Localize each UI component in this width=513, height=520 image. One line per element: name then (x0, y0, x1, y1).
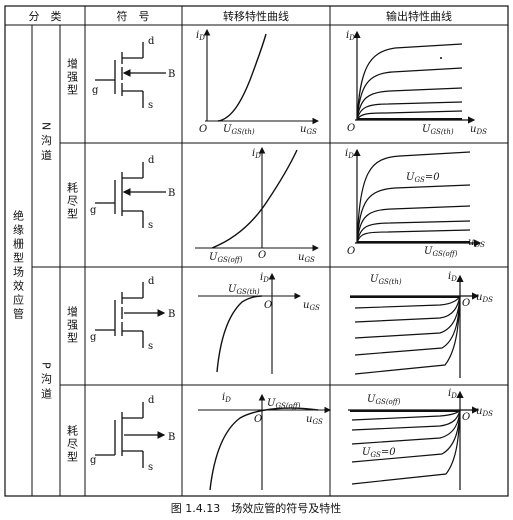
table-header: 分 类 符 号 转移特性曲线 输出特性曲线 (29, 9, 453, 23)
terminal-b: B (168, 69, 175, 80)
terminal-d: d (148, 36, 155, 47)
terminal-g: g (92, 85, 99, 96)
transfer-curve-n-enh (217, 33, 267, 122)
ugs-off-label: UGS(off) (424, 246, 458, 258)
axis-ugs: uGS (300, 124, 317, 136)
origin-label: O (199, 124, 207, 135)
axis-ugs: uGS (306, 414, 323, 426)
transfer-curve-p-dep (209, 407, 319, 491)
axis-id: iD (260, 272, 269, 284)
ugs-th-label: UGS(th) (370, 274, 402, 286)
terminal-b: B (168, 188, 175, 199)
terminal-b: B (168, 432, 175, 443)
ugs-th-label: UGS(th) (422, 124, 454, 136)
terminal-d: d (148, 276, 155, 287)
axis-ugs: uGS (303, 300, 320, 312)
axis-id: iD (252, 148, 261, 160)
figure-caption: 图 1.4.13 场效应管的符号及特性 (171, 501, 341, 515)
terminal-s: s (148, 100, 153, 111)
axis-uds: uDS (470, 124, 487, 136)
symbol-n-depletion (95, 162, 166, 228)
stray-dot (440, 57, 442, 59)
origin-label: O (264, 300, 272, 311)
origin-label: O (462, 298, 470, 309)
transfer-curve-p-enh (216, 295, 263, 373)
terminal-g: g (90, 455, 97, 466)
label-n-channel: N沟道 (40, 122, 53, 164)
symbol-p-depletion (95, 402, 166, 468)
label-p-depletion: 耗尽型 (66, 425, 79, 464)
ugs-zero-label: UGS=0 (406, 172, 440, 184)
terminal-d: d (148, 155, 155, 166)
label-insulated-gate: 绝缘栅型场效应管 (12, 209, 25, 322)
ugs-off-label: UGS(off) (267, 398, 301, 410)
ugs-th-label: UGS(th) (223, 124, 255, 136)
table-grid (4, 5, 509, 497)
origin-label: O (347, 246, 355, 257)
header-symbol: 符 号 (117, 10, 150, 23)
axis-id: iD (345, 148, 354, 160)
axis-ugs: uGS (298, 252, 315, 264)
symbol-p-enhancement (95, 282, 166, 348)
axis-id: iD (196, 30, 205, 42)
label-n-depletion: 耗尽型 (66, 182, 79, 221)
terminal-s: s (148, 341, 153, 352)
symbol-n-enhancement (95, 42, 166, 108)
terminal-b: B (168, 309, 175, 320)
axis-uds: uDS (476, 292, 493, 304)
label-p-enhancement: 增强型 (66, 305, 79, 345)
terminal-d: d (148, 395, 155, 406)
origin-label: O (258, 250, 266, 261)
label-p-channel: P沟道 (40, 362, 53, 403)
terminal-s: s (148, 462, 153, 473)
ugs-off-label: UGS(off) (209, 252, 243, 264)
ugs-off-label: UGS(off) (367, 394, 401, 406)
terminal-g: g (90, 332, 97, 343)
axis-uds: uDS (476, 406, 493, 418)
axis-id: iD (448, 388, 457, 400)
header-output-curve: 输出特性曲线 (386, 9, 452, 23)
axis-id: iD (346, 30, 355, 42)
axis-uds: uDS (468, 237, 485, 249)
axis-id: iD (222, 392, 231, 404)
terminal-g: g (90, 205, 97, 216)
origin-label: O (462, 412, 470, 423)
header-transfer-curve: 转移特性曲线 (223, 9, 289, 23)
terminal-s: s (148, 220, 153, 231)
axis-id: iD (448, 271, 457, 283)
label-n-enhancement: 增强型 (66, 57, 79, 97)
ugs-th-label: UGS(th) (228, 284, 260, 296)
origin-label: O (347, 123, 355, 134)
origin-label: O (254, 414, 262, 425)
transfer-curve-n-dep (211, 149, 298, 249)
ugs-zero-label: UGS=0 (362, 447, 396, 459)
header-classification: 分 类 (29, 9, 62, 23)
